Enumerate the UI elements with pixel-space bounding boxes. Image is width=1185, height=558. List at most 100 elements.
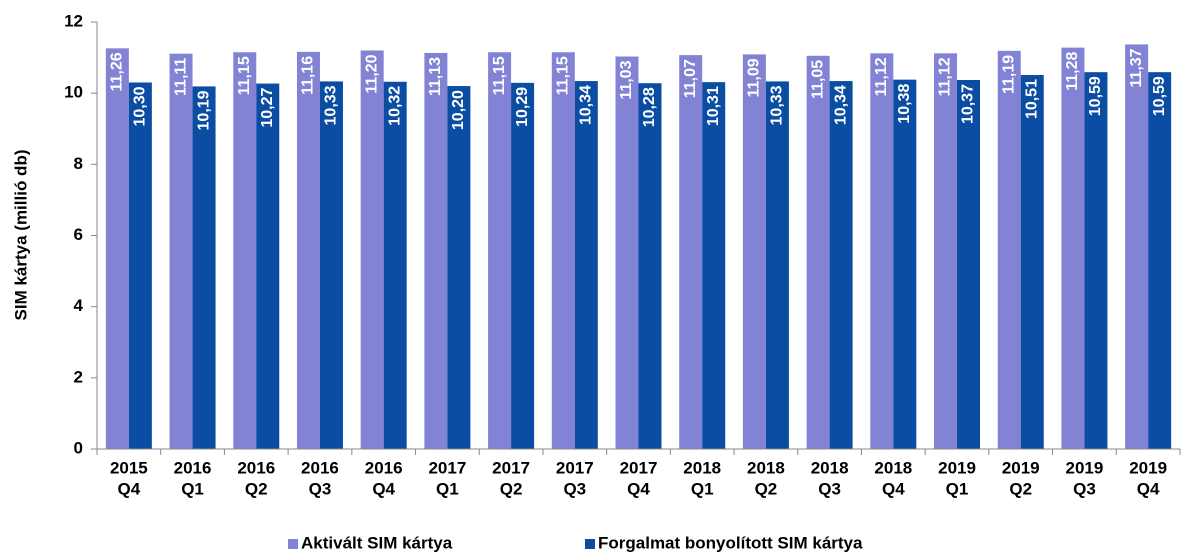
x-tick-label: 2016	[174, 458, 212, 477]
x-tick-label: Q1	[946, 479, 969, 498]
value-label: 11,12	[873, 57, 890, 96]
bar	[319, 81, 343, 449]
x-tick-label: Q4	[882, 479, 905, 498]
bar	[742, 54, 766, 450]
x-tick-label: Q1	[436, 479, 459, 498]
value-label: 11,26	[109, 52, 126, 91]
y-tick-label: 0	[74, 438, 83, 457]
bar	[296, 51, 320, 449]
bar	[679, 55, 703, 449]
bar	[424, 52, 448, 450]
value-label: 10,59	[1087, 76, 1104, 116]
value-label: 11,19	[1000, 55, 1017, 94]
x-tick-label: 2015	[110, 458, 148, 477]
x-tick-label: 2018	[811, 458, 849, 477]
value-label: 10,29	[514, 87, 531, 127]
value-label: 10,20	[450, 90, 467, 130]
value-label: 10,27	[259, 87, 276, 127]
x-tick-label: 2017	[492, 458, 530, 477]
x-tick-label: Q2	[500, 479, 523, 498]
value-label: 11,20	[363, 54, 380, 93]
value-label: 11,13	[427, 57, 444, 96]
value-label: 11,15	[555, 56, 572, 95]
bar	[806, 55, 830, 449]
bar	[105, 48, 129, 449]
x-tick-label: Q3	[309, 479, 332, 498]
bar	[447, 86, 471, 450]
x-tick-label: Q3	[818, 479, 841, 498]
bar	[360, 50, 384, 449]
value-label: 11,16	[300, 56, 317, 95]
bar	[488, 52, 512, 449]
x-tick-label: Q4	[627, 479, 650, 498]
bar	[256, 83, 280, 449]
x-tick-label: Q2	[245, 479, 268, 498]
value-label: 11,37	[1128, 48, 1145, 87]
bar	[702, 82, 726, 449]
value-label: 10,59	[1151, 76, 1168, 116]
bar	[128, 82, 152, 449]
bar	[765, 81, 789, 449]
bar	[893, 79, 917, 450]
legend-swatch	[288, 539, 298, 549]
x-tick-label: 2019	[1066, 458, 1104, 477]
value-label: 10,33	[769, 85, 786, 125]
bar	[169, 53, 193, 450]
legend-label: Forgalmat bonyolított SIM kártya	[598, 533, 863, 552]
value-label: 10,19	[195, 90, 212, 130]
value-label: 11,11	[172, 58, 189, 96]
x-tick-label: 2016	[237, 458, 275, 477]
y-tick-label: 4	[74, 296, 84, 315]
bar	[383, 81, 407, 449]
value-label: 10,33	[323, 85, 340, 125]
bar	[1125, 44, 1149, 449]
x-tick-label: 2017	[428, 458, 466, 477]
bar	[192, 86, 216, 450]
value-label: 10,32	[386, 86, 403, 126]
value-label: 11,05	[809, 60, 826, 99]
x-tick-label: 2017	[620, 458, 658, 477]
value-label: 11,12	[937, 57, 954, 96]
value-label: 10,28	[641, 87, 658, 127]
bar	[1084, 72, 1108, 450]
x-tick-label: 2018	[874, 458, 912, 477]
bar	[1061, 47, 1085, 450]
bar	[1020, 75, 1044, 449]
x-tick-label: Q3	[563, 479, 586, 498]
value-label: 10,51	[1023, 79, 1040, 119]
x-tick-label: Q4	[118, 479, 141, 498]
x-tick-label: Q1	[181, 479, 204, 498]
x-tick-label: 2019	[1129, 458, 1167, 477]
bar	[957, 80, 981, 450]
y-tick-label: 12	[64, 11, 83, 30]
y-tick-label: 6	[74, 225, 83, 244]
bar	[997, 50, 1021, 449]
x-tick-label: Q1	[691, 479, 714, 498]
y-axis-label: SIM kártya (millió db)	[11, 150, 30, 321]
bar	[615, 56, 639, 449]
value-label: 11,07	[682, 59, 699, 98]
bar	[511, 82, 535, 449]
bar	[551, 52, 575, 449]
value-label: 11,03	[618, 60, 635, 99]
legend-swatch	[585, 539, 595, 549]
y-tick-label: 2	[74, 367, 83, 386]
x-tick-label: Q3	[1073, 479, 1096, 498]
bar	[574, 81, 598, 450]
bar	[934, 53, 958, 450]
y-tick-label: 8	[74, 154, 83, 173]
x-tick-label: 2018	[747, 458, 785, 477]
bar	[829, 81, 853, 450]
value-label: 10,30	[132, 86, 149, 126]
value-label: 10,37	[960, 84, 977, 124]
value-label: 10,38	[896, 84, 913, 124]
x-tick-label: Q2	[755, 479, 778, 498]
x-tick-label: 2019	[1002, 458, 1040, 477]
bar	[870, 53, 894, 450]
y-tick-label: 10	[64, 83, 83, 102]
value-label: 11,15	[491, 56, 508, 95]
x-tick-label: Q4	[372, 479, 395, 498]
value-label: 10,31	[705, 86, 722, 126]
x-tick-label: 2019	[938, 458, 976, 477]
